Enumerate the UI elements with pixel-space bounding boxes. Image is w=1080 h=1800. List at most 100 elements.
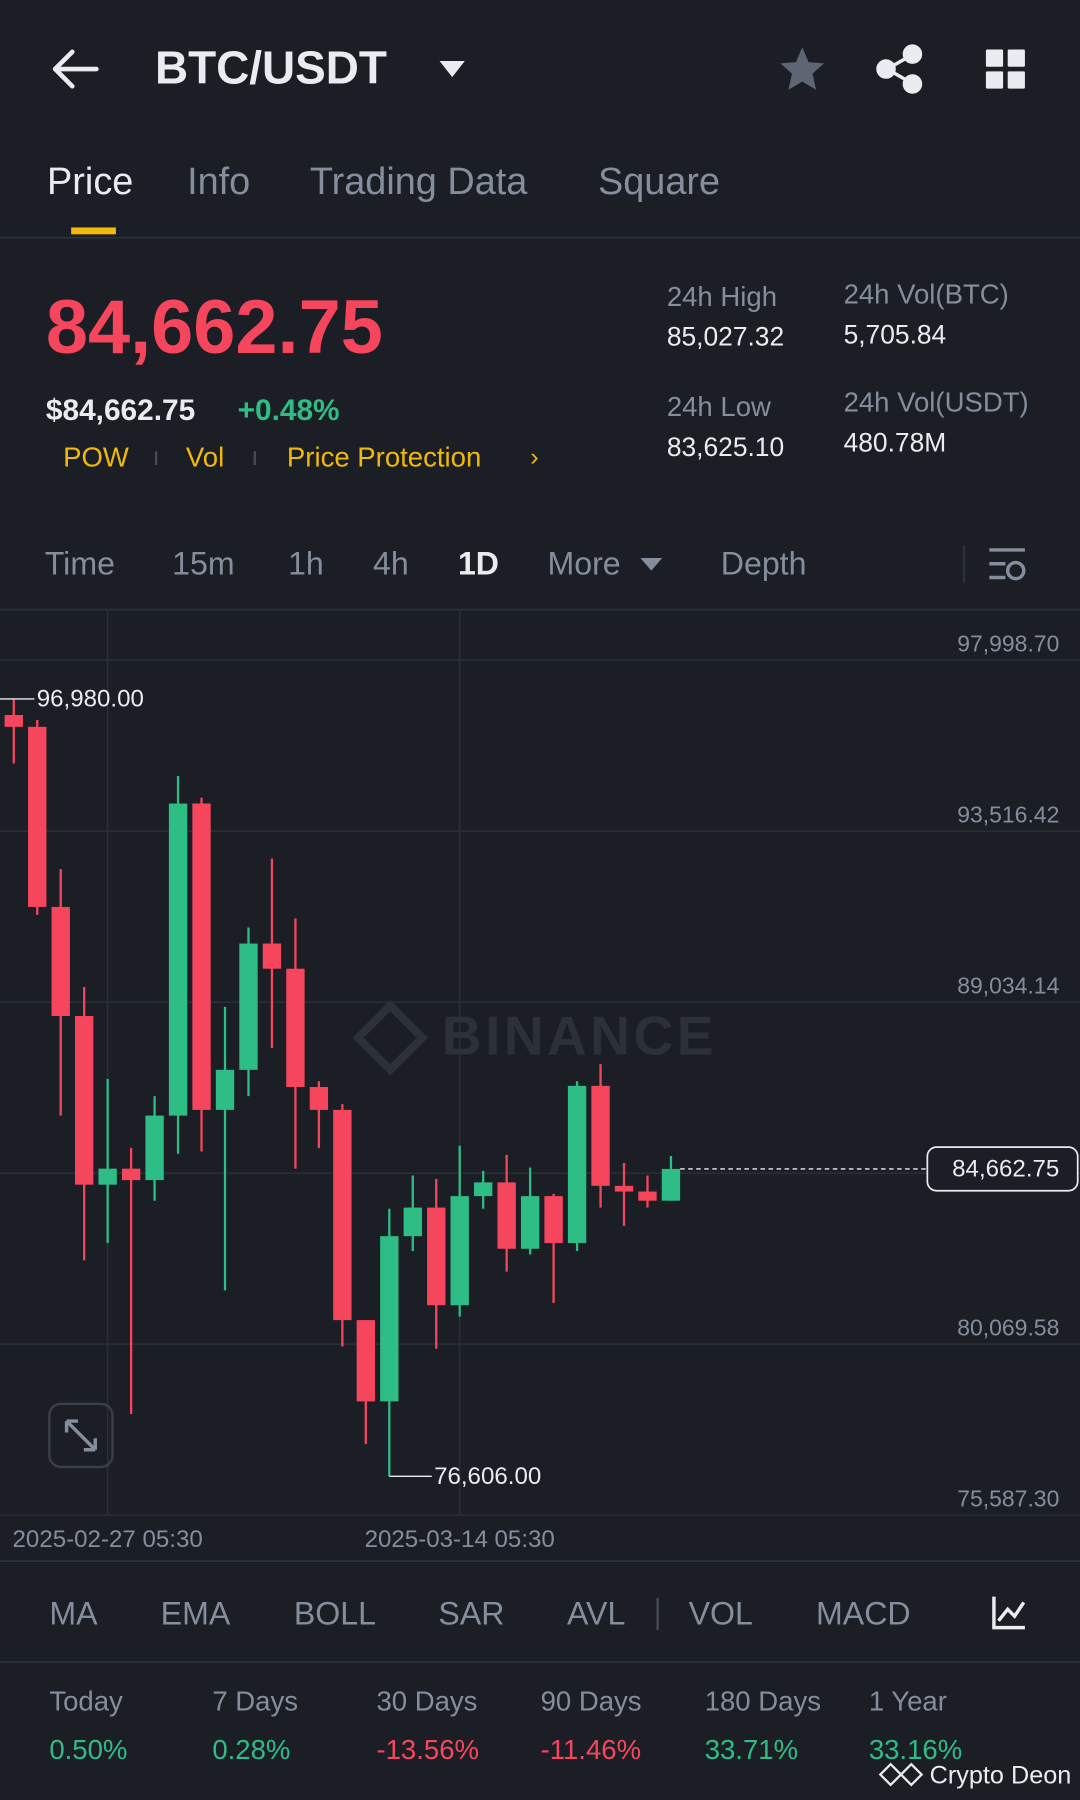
favorite-icon[interactable] — [780, 47, 825, 90]
indicator[interactable]: MA — [49, 1596, 98, 1632]
more-dropdown[interactable] — [640, 557, 663, 571]
stat-value: 480.78M — [844, 427, 947, 457]
share-icon[interactable] — [876, 44, 923, 94]
stat-label: 24h Low — [667, 391, 771, 422]
y-tick-label: 93,516.42 — [957, 801, 1059, 827]
performance-label: 180 Days — [705, 1686, 821, 1717]
candle-body — [262, 943, 282, 969]
interval[interactable]: Time — [45, 545, 115, 581]
candle-body — [4, 715, 23, 727]
candle-body — [98, 1168, 117, 1185]
stat-label: 24h Vol(BTC) — [844, 279, 1009, 310]
watermark: BINANCE — [442, 1005, 717, 1067]
stat-label: 24h Vol(USDT) — [844, 386, 1029, 417]
tab[interactable]: Trading Data — [310, 161, 528, 203]
candle-body — [192, 803, 211, 1110]
stat-value: 85,027.32 — [667, 322, 784, 352]
candle-body — [638, 1191, 657, 1201]
performance-label: 1 Year — [869, 1686, 947, 1717]
candle-body — [215, 1069, 235, 1110]
last-price-tag — [926, 1146, 1079, 1192]
tab[interactable]: Square — [598, 161, 720, 203]
interval[interactable]: 1D — [458, 545, 499, 581]
price-tag[interactable]: Vol — [186, 442, 224, 473]
candle-body — [168, 803, 188, 1116]
price-tag[interactable]: POW — [63, 442, 129, 473]
candle-body — [145, 1115, 164, 1181]
performance-value: 33.16% — [869, 1734, 962, 1765]
y-tick-label: 80,069.58 — [957, 1314, 1059, 1340]
extreme-label: 76,606.00 — [434, 1463, 541, 1490]
expand-button[interactable] — [48, 1402, 114, 1469]
candle-body — [333, 1109, 352, 1321]
candle-body — [591, 1085, 610, 1186]
last-price: 84,662.75 — [46, 285, 383, 370]
candle-body — [28, 726, 47, 907]
performance-value: 0.50% — [49, 1734, 127, 1765]
performance-value: -11.46% — [541, 1734, 642, 1765]
candle-body — [121, 1168, 141, 1181]
candle-body — [75, 1016, 94, 1185]
interval[interactable]: 1h — [288, 545, 324, 581]
interval[interactable]: 4h — [373, 545, 409, 581]
usd-price: $84,662.75 — [46, 394, 195, 427]
x-tick-label: 2025-03-14 05:30 — [365, 1526, 555, 1553]
chevron[interactable]: › — [530, 443, 538, 471]
credit-logo — [878, 1762, 924, 1787]
price-change: +0.48% — [238, 394, 340, 427]
performance-label: 90 Days — [541, 1686, 642, 1717]
candle-body — [497, 1182, 516, 1249]
indicator[interactable]: SAR — [438, 1596, 504, 1632]
back-button[interactable] — [52, 49, 99, 89]
last-price-tag-label: 84,662.75 — [952, 1155, 1059, 1182]
candle-body — [309, 1087, 329, 1110]
y-tick-label: 75,587.30 — [957, 1485, 1059, 1511]
candle-body — [661, 1168, 681, 1201]
price-tag[interactable]: Price Protection — [287, 442, 481, 473]
candle-body — [286, 968, 305, 1088]
stat-value: 83,625.10 — [667, 432, 784, 462]
grid-menu-icon[interactable] — [985, 49, 1025, 89]
indicator[interactable]: VOL — [689, 1596, 753, 1632]
performance-value: -13.56% — [376, 1734, 479, 1765]
tab-underline — [71, 227, 116, 235]
indicator[interactable]: AVL — [567, 1596, 625, 1632]
performance-label: 30 Days — [376, 1686, 477, 1717]
interval[interactable]: More — [547, 545, 620, 581]
candle-body — [239, 943, 258, 1070]
candle-body — [427, 1207, 446, 1306]
tab[interactable]: Info — [187, 161, 250, 203]
candle-body — [567, 1085, 587, 1244]
candle-body — [544, 1196, 563, 1244]
candle-body — [520, 1196, 540, 1249]
interval[interactable]: Depth — [721, 545, 807, 581]
indicator[interactable]: EMA — [161, 1596, 231, 1632]
tab[interactable]: Price — [47, 161, 133, 203]
performance-value: 0.28% — [212, 1734, 290, 1765]
candle-body — [614, 1185, 634, 1192]
pair-title[interactable]: BTC/USDT — [155, 41, 387, 93]
performance-label: Today — [49, 1686, 123, 1717]
pair-dropdown[interactable] — [439, 61, 465, 78]
performance-value: 33.71% — [705, 1734, 798, 1765]
stat-value: 5,705.84 — [844, 319, 947, 349]
credit: Crypto Deon — [930, 1762, 1072, 1790]
candle-body — [356, 1320, 376, 1402]
extreme-label: 96,980.00 — [37, 686, 144, 713]
candle-body — [380, 1236, 399, 1402]
candle-body — [450, 1196, 469, 1306]
x-tick-label: 2025-02-27 05:30 — [13, 1526, 203, 1553]
indicator-settings-icon[interactable] — [992, 1596, 1026, 1630]
interval[interactable]: 15m — [172, 545, 235, 581]
watermark-logo — [352, 999, 429, 1076]
y-tick-label: 89,034.14 — [957, 972, 1059, 998]
stat-label: 24h High — [667, 281, 777, 312]
indicator[interactable]: BOLL — [294, 1596, 376, 1632]
indicator[interactable]: MACD — [816, 1596, 911, 1632]
candle-body — [51, 906, 70, 1017]
chart-settings-icon[interactable] — [989, 548, 1026, 581]
performance-label: 7 Days — [212, 1686, 298, 1717]
candle-body — [403, 1207, 422, 1237]
